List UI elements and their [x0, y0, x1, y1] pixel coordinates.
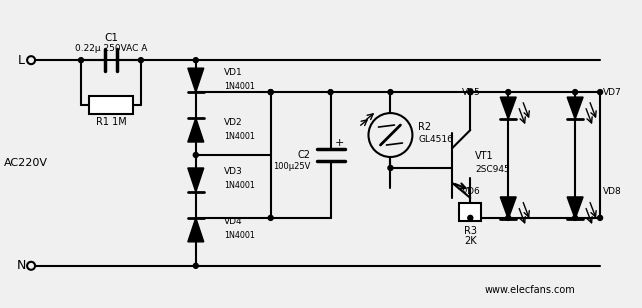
Text: VD5: VD5 — [462, 87, 480, 97]
Circle shape — [268, 90, 273, 95]
Text: VD4: VD4 — [224, 217, 243, 226]
Text: L: L — [17, 54, 24, 67]
Text: R3: R3 — [464, 226, 477, 236]
Text: 2SC945: 2SC945 — [475, 165, 510, 174]
Text: VT1: VT1 — [475, 151, 494, 161]
Circle shape — [468, 90, 473, 95]
Circle shape — [268, 215, 273, 221]
Circle shape — [388, 90, 393, 95]
Text: C1: C1 — [104, 33, 118, 43]
Text: R2: R2 — [419, 122, 431, 132]
Text: GL4516: GL4516 — [419, 135, 453, 144]
Circle shape — [573, 215, 578, 221]
Polygon shape — [188, 218, 204, 242]
Polygon shape — [500, 97, 516, 119]
Circle shape — [193, 152, 198, 157]
Text: 1N4001: 1N4001 — [224, 231, 255, 240]
Circle shape — [468, 215, 473, 221]
Polygon shape — [188, 118, 204, 142]
Text: 2K: 2K — [464, 236, 476, 246]
Text: 100μ25V: 100μ25V — [273, 163, 311, 172]
Polygon shape — [188, 68, 204, 92]
Text: N: N — [17, 259, 26, 272]
Text: AC220V: AC220V — [4, 158, 48, 168]
Circle shape — [598, 215, 603, 221]
Text: C2: C2 — [298, 150, 311, 160]
Circle shape — [468, 90, 473, 95]
Text: VD3: VD3 — [224, 168, 243, 176]
Bar — [89, 96, 133, 114]
Bar — [459, 203, 482, 221]
Polygon shape — [500, 197, 516, 219]
Text: VD1: VD1 — [224, 68, 243, 77]
Polygon shape — [188, 168, 204, 192]
Text: 0.22μ 250VAC A: 0.22μ 250VAC A — [74, 44, 147, 53]
Text: 1N4001: 1N4001 — [224, 132, 255, 140]
Polygon shape — [567, 197, 583, 219]
Text: R1 1M: R1 1M — [96, 117, 126, 127]
Text: VD7: VD7 — [603, 87, 622, 97]
Circle shape — [193, 263, 198, 268]
Circle shape — [506, 215, 511, 221]
Text: 1N4001: 1N4001 — [224, 82, 255, 91]
Text: VD6: VD6 — [462, 188, 480, 197]
Circle shape — [388, 165, 393, 170]
Text: VD2: VD2 — [224, 118, 243, 127]
Circle shape — [328, 90, 333, 95]
Circle shape — [193, 58, 198, 63]
Circle shape — [598, 90, 603, 95]
Circle shape — [78, 58, 83, 63]
Circle shape — [506, 90, 511, 95]
Polygon shape — [567, 97, 583, 119]
Text: 1N4001: 1N4001 — [224, 181, 255, 190]
Circle shape — [268, 90, 273, 95]
Circle shape — [573, 90, 578, 95]
Text: +: + — [334, 138, 344, 148]
Text: www.elecfans.com: www.elecfans.com — [485, 285, 576, 295]
Circle shape — [139, 58, 143, 63]
Text: VD8: VD8 — [603, 188, 622, 197]
